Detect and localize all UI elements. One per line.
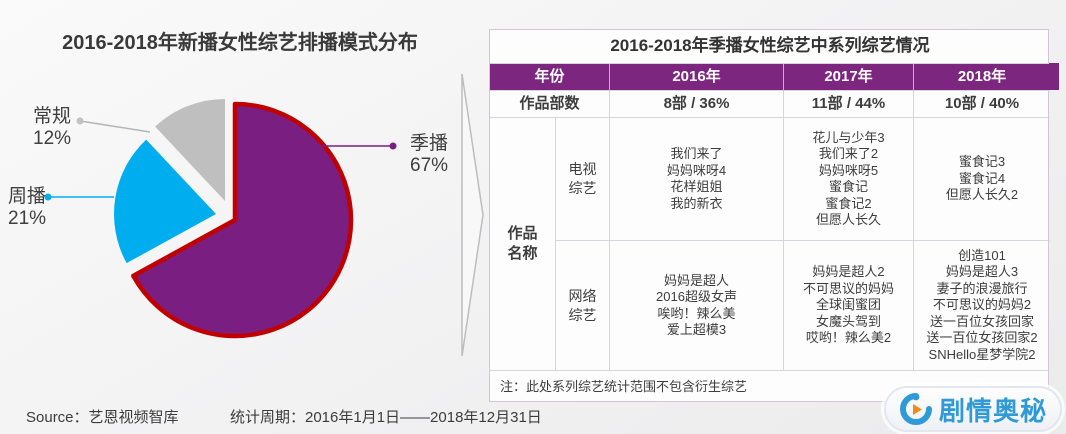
cell-line: 不可思议的妈妈2 xyxy=(932,297,1032,313)
watermark-logo-icon xyxy=(900,393,932,425)
cell-line: 妈妈是超人3 xyxy=(945,264,1019,280)
pie-label-zhoubo-name: 周播 xyxy=(8,186,47,207)
table-header-2017: 2017年 xyxy=(784,64,914,91)
cell-line: 送一百位女孩回家 xyxy=(929,313,1034,329)
table-note: 注：此处系列综艺统计范围不包含衍生综艺 xyxy=(500,378,748,394)
cell-tv-2016: 我们来了 妈妈咪呀4 花样姐姐 我的新衣 xyxy=(610,118,784,241)
cell-web-2017: 妈妈是超人2 不可思议的妈妈 全球闺蜜团 女魔头驾到 哎哟！辣么美2 xyxy=(784,241,914,371)
cell-line: 网络 xyxy=(568,287,597,304)
cell-web-2018: 创造101 妈妈是超人3 妻子的浪漫旅行 不可思议的妈妈2 送一百位女孩回家 送一百位女孩… xyxy=(914,241,1050,371)
cell-line: 哎哟！辣么美2 xyxy=(805,330,892,346)
pie-label-zhoubo: 周播 21% xyxy=(8,186,46,230)
cell-line: 唉哟！辣么美 xyxy=(657,305,736,321)
source-text: Source：艺恩视频智库 xyxy=(26,409,179,426)
cell-line: 我们来了 xyxy=(670,146,723,161)
cell-line: 妈妈咪呀4 xyxy=(666,162,727,178)
cell-line: 作品 xyxy=(507,225,538,242)
pie-label-changgui-pct: 12% xyxy=(33,128,72,149)
cell-line: 妈妈是超人2 xyxy=(812,264,885,280)
play-icon xyxy=(912,404,922,415)
table-title: 2016-2018年季播女性综艺中系列综艺情况 xyxy=(490,30,1050,64)
cell-line: 综艺 xyxy=(568,180,597,196)
chevron-pointer-shape xyxy=(461,73,484,357)
counts-2017: 11部 / 44% xyxy=(784,91,914,118)
cell-line: 爱上超模3 xyxy=(666,322,727,337)
group-label-tv: 电视 综艺 xyxy=(556,118,610,241)
table-header-2018: 2018年 xyxy=(914,64,1050,91)
cell-line: 妈妈咪呀5 xyxy=(818,162,879,178)
cell-tv-2018: 蜜食记3 蜜食记4 但愿人长久2 xyxy=(914,118,1050,241)
cell-line: 2016超级女声 xyxy=(656,289,737,304)
table-header-2016: 2016年 xyxy=(610,64,784,91)
cell-line: 综艺 xyxy=(568,306,597,323)
row-label-counts: 作品部数 xyxy=(490,91,610,118)
pie-slice-changgui xyxy=(155,99,225,201)
cell-line: 蜜食记 xyxy=(828,179,868,194)
cell-line: SNHello星梦学院2 xyxy=(928,346,1036,362)
pie-label-jibo: 季播 67% xyxy=(410,133,448,177)
cell-line: 妻子的浪漫旅行 xyxy=(936,280,1028,296)
leader-line-changgui xyxy=(79,120,151,133)
cell-line: 全球闺蜜团 xyxy=(815,297,881,313)
leader-dot-changgui xyxy=(76,117,84,125)
cell-line: 但愿人长久2 xyxy=(945,187,1019,203)
cell-line: 我的新衣 xyxy=(670,195,723,211)
cell-tv-2017: 花儿与少年3 我们来了2 妈妈咪呀5 蜜食记 蜜食记2 但愿人长久 xyxy=(784,118,914,241)
pie-label-jibo-pct: 67% xyxy=(410,155,449,176)
leader-dot-jibo xyxy=(389,142,397,150)
watermark-text: 剧情奥秘 xyxy=(938,395,1047,426)
watermark-badge: 剧情奥秘 xyxy=(884,386,1062,432)
cell-line: 不可思议的妈妈 xyxy=(802,280,894,296)
pie-chart-title: 2016-2018年新播女性综艺排播模式分布 xyxy=(62,32,418,54)
row-label-names: 作品 名称 xyxy=(490,118,556,371)
cell-line: 创造101 xyxy=(958,247,1006,263)
cell-line: 妈妈是超人 xyxy=(663,272,729,288)
series-table: 2016-2018年季播女性综艺中系列综艺情况 年份 2016年 2017年 2… xyxy=(489,29,1050,402)
counts-2016: 8部 / 36% xyxy=(610,91,784,118)
cell-line: 名称 xyxy=(507,245,538,262)
pie-slices xyxy=(114,99,354,339)
counts-2018: 10部 / 40% xyxy=(914,91,1050,118)
group-label-web: 网络 综艺 xyxy=(556,241,610,371)
cell-line: 我们来了2 xyxy=(818,146,879,161)
cell-line: 花样姐姐 xyxy=(670,179,723,194)
stat-period-text: 统计周期：2016年1月1日——2018年12月31日 xyxy=(230,409,542,426)
pie-label-zhoubo-pct: 21% xyxy=(8,208,47,229)
table-header-year: 年份 xyxy=(490,64,610,91)
pie-slice-zhoubo xyxy=(114,139,216,264)
cell-line: 但愿人长久 xyxy=(815,212,881,227)
pie-label-jibo-name: 季播 xyxy=(410,133,449,154)
cell-line: 花儿与少年3 xyxy=(812,129,885,145)
cell-line: 送一百位女孩回家2 xyxy=(926,330,1038,346)
pie-slice-jibo xyxy=(131,101,354,339)
cell-web-2016: 妈妈是超人 2016超级女声 唉哟！辣么美 爱上超模3 xyxy=(610,241,784,371)
cell-line: 蜜食记3 xyxy=(958,154,1006,170)
pie-label-changgui-name: 常规 xyxy=(33,106,72,127)
cell-line: 蜜食记2 xyxy=(825,195,872,211)
cell-line: 电视 xyxy=(568,161,597,177)
cell-line: 蜜食记4 xyxy=(958,170,1006,186)
cell-line: 女魔头驾到 xyxy=(815,313,881,329)
pie-label-changgui: 常规 12% xyxy=(33,106,71,150)
table-header-overhang xyxy=(1049,63,1059,90)
